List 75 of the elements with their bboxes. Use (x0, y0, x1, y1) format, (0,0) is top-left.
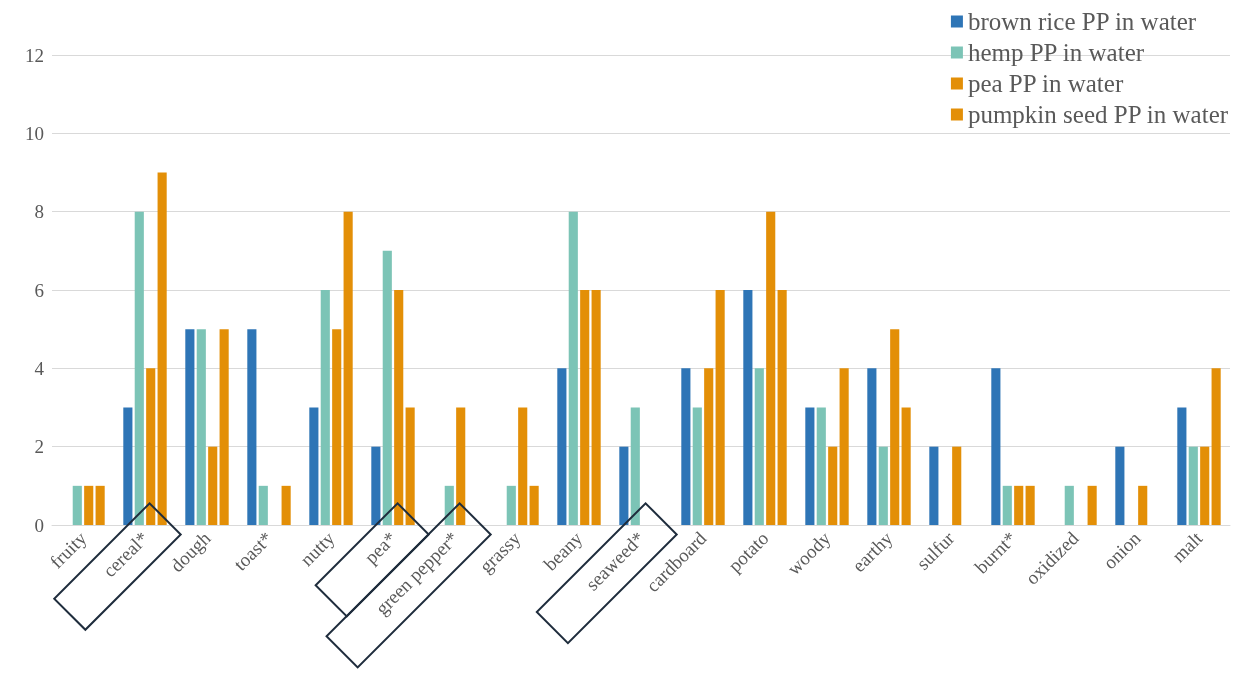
bar (591, 290, 601, 525)
bar (506, 485, 516, 525)
bar (619, 446, 629, 525)
bar (382, 250, 392, 525)
bar (816, 407, 826, 525)
bar (630, 407, 640, 525)
bar (1188, 446, 1198, 525)
bar (878, 446, 888, 525)
bar (258, 485, 268, 525)
bar (405, 407, 415, 525)
bar (281, 485, 291, 525)
bar (196, 329, 206, 525)
bar (332, 329, 342, 525)
bar (704, 368, 714, 525)
bar (1064, 485, 1074, 525)
legend-label: brown rice PP in water (967, 8, 1197, 35)
bar (777, 290, 787, 525)
bar (991, 368, 1001, 525)
bar (1177, 407, 1187, 525)
bar (444, 485, 454, 525)
bar (1211, 368, 1221, 525)
bar (123, 407, 133, 525)
y-tick-label: 12 (25, 44, 44, 66)
bar (185, 329, 195, 525)
bar (219, 329, 229, 525)
bar (901, 407, 911, 525)
bar (456, 407, 466, 525)
y-tick-label: 8 (34, 201, 44, 223)
bar (692, 407, 702, 525)
bar (95, 485, 105, 525)
x-tick-label: malt (1167, 527, 1207, 567)
bar (247, 329, 257, 525)
y-tick-label: 6 (34, 279, 44, 301)
bar (518, 407, 528, 525)
bar (1025, 485, 1035, 525)
bar (343, 211, 353, 525)
bar (309, 407, 319, 525)
bar (1138, 485, 1148, 525)
bar (580, 290, 590, 525)
legend-label: pea PP in water (967, 70, 1124, 97)
bar (1002, 485, 1012, 525)
bar (766, 211, 776, 525)
bar (1087, 485, 1097, 525)
bar (529, 485, 539, 525)
bar (394, 290, 404, 525)
bar (84, 485, 94, 525)
bar (557, 368, 567, 525)
bar (568, 211, 578, 525)
bar (208, 446, 218, 525)
legend-label: hemp PP in water (967, 39, 1145, 66)
bar (890, 329, 900, 525)
bar (929, 446, 939, 525)
y-tick-label: 0 (34, 514, 44, 536)
bar (867, 368, 877, 525)
bar (146, 368, 156, 525)
bar (754, 368, 764, 525)
y-tick-label: 10 (25, 122, 44, 144)
bar (134, 211, 144, 525)
bar (72, 485, 82, 525)
bar (1014, 485, 1024, 525)
y-tick-label: 4 (34, 357, 45, 379)
bar (828, 446, 838, 525)
bar (157, 172, 167, 525)
bar (320, 290, 330, 525)
bar (371, 446, 381, 525)
bar (952, 446, 962, 525)
bar (681, 368, 691, 525)
bar (1200, 446, 1210, 525)
bar (1115, 446, 1125, 525)
bar (839, 368, 849, 525)
bar (743, 290, 753, 525)
bar (805, 407, 815, 525)
legend-label: pumpkin seed PP in water (967, 101, 1229, 128)
y-tick-label: 2 (34, 436, 44, 458)
bar (715, 290, 725, 525)
